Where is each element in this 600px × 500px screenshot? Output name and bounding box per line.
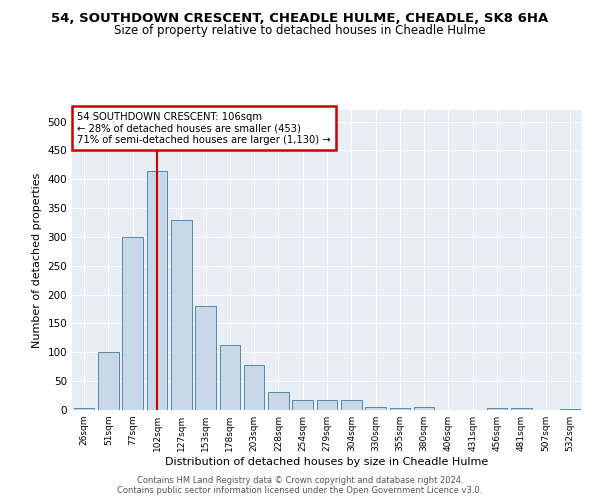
Bar <box>560 409 580 410</box>
Bar <box>317 400 337 410</box>
Bar <box>146 170 167 410</box>
Text: 54 SOUTHDOWN CRESCENT: 106sqm
← 28% of detached houses are smaller (453)
71% of : 54 SOUTHDOWN CRESCENT: 106sqm ← 28% of d… <box>77 112 331 144</box>
Bar <box>98 352 119 410</box>
Bar <box>220 346 240 410</box>
Bar <box>171 220 191 410</box>
Bar <box>268 392 289 410</box>
Bar <box>511 408 532 410</box>
Y-axis label: Number of detached properties: Number of detached properties <box>32 172 42 348</box>
Bar <box>292 400 313 410</box>
Bar <box>195 306 216 410</box>
Bar <box>487 408 508 410</box>
Text: 54, SOUTHDOWN CRESCENT, CHEADLE HULME, CHEADLE, SK8 6HA: 54, SOUTHDOWN CRESCENT, CHEADLE HULME, C… <box>52 12 548 26</box>
Text: Contains HM Land Registry data © Crown copyright and database right 2024.: Contains HM Land Registry data © Crown c… <box>137 476 463 485</box>
Bar <box>414 406 434 410</box>
Bar <box>389 408 410 410</box>
Bar <box>74 408 94 410</box>
Text: Size of property relative to detached houses in Cheadle Hulme: Size of property relative to detached ho… <box>114 24 486 37</box>
X-axis label: Distribution of detached houses by size in Cheadle Hulme: Distribution of detached houses by size … <box>166 457 488 467</box>
Bar <box>341 400 362 410</box>
Bar <box>365 406 386 410</box>
Text: Contains public sector information licensed under the Open Government Licence v3: Contains public sector information licen… <box>118 486 482 495</box>
Bar <box>122 237 143 410</box>
Bar <box>244 365 265 410</box>
